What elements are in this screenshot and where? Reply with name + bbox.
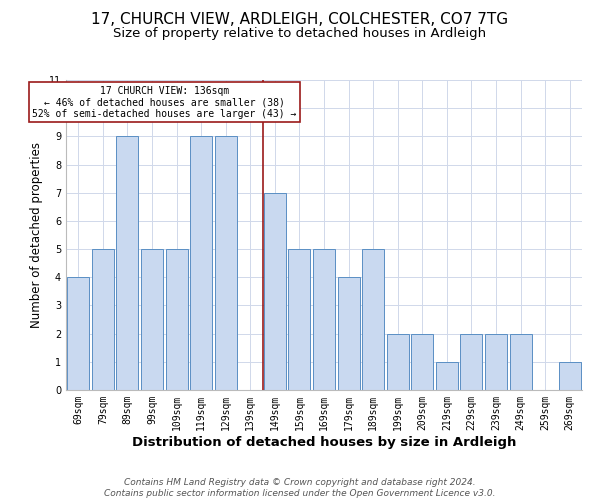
Bar — [166, 249, 188, 390]
Bar — [313, 249, 335, 390]
Text: Contains HM Land Registry data © Crown copyright and database right 2024.
Contai: Contains HM Land Registry data © Crown c… — [104, 478, 496, 498]
Bar — [190, 136, 212, 390]
Bar — [460, 334, 482, 390]
X-axis label: Distribution of detached houses by size in Ardleigh: Distribution of detached houses by size … — [132, 436, 516, 448]
Bar — [338, 278, 359, 390]
Bar — [436, 362, 458, 390]
Bar — [67, 278, 89, 390]
Y-axis label: Number of detached properties: Number of detached properties — [31, 142, 43, 328]
Bar — [362, 249, 384, 390]
Bar — [485, 334, 507, 390]
Text: Size of property relative to detached houses in Ardleigh: Size of property relative to detached ho… — [113, 28, 487, 40]
Bar — [509, 334, 532, 390]
Bar — [116, 136, 139, 390]
Bar — [386, 334, 409, 390]
Text: 17 CHURCH VIEW: 136sqm
← 46% of detached houses are smaller (38)
52% of semi-det: 17 CHURCH VIEW: 136sqm ← 46% of detached… — [32, 86, 296, 119]
Bar — [215, 136, 237, 390]
Bar — [559, 362, 581, 390]
Bar — [92, 249, 114, 390]
Bar — [411, 334, 433, 390]
Text: 17, CHURCH VIEW, ARDLEIGH, COLCHESTER, CO7 7TG: 17, CHURCH VIEW, ARDLEIGH, COLCHESTER, C… — [91, 12, 509, 28]
Bar — [141, 249, 163, 390]
Bar — [289, 249, 310, 390]
Bar — [264, 192, 286, 390]
